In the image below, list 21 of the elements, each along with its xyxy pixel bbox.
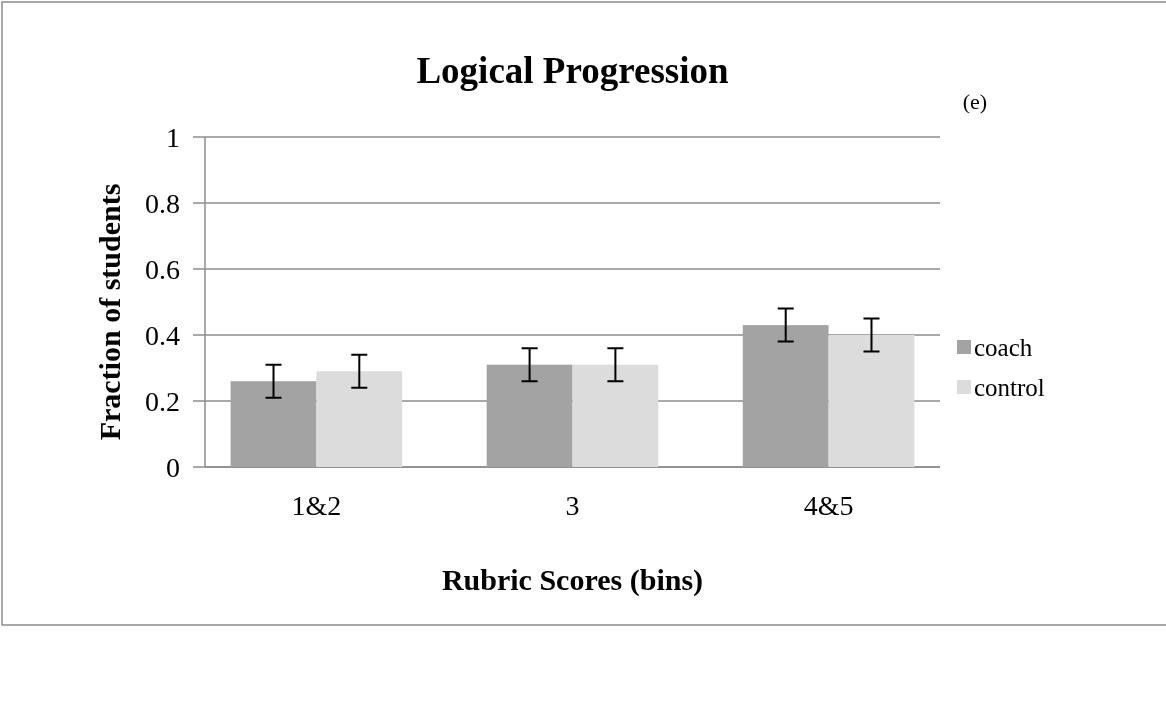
y-tick-label: 0.8 bbox=[145, 187, 180, 219]
legend-label: coach bbox=[974, 333, 1033, 361]
y-tick-label: 1 bbox=[166, 121, 180, 153]
y-axis-title: Fraction of students bbox=[93, 183, 126, 441]
legend-label: control bbox=[974, 373, 1045, 401]
x-tick-label: 1&2 bbox=[291, 490, 342, 521]
text: (e) bbox=[962, 89, 988, 114]
bar bbox=[486, 364, 573, 467]
x-tick-label: 4&5 bbox=[803, 490, 854, 521]
y-tick-label: 0 bbox=[166, 451, 180, 483]
x-axis-title: Rubric Scores (bins) bbox=[441, 563, 704, 597]
bar bbox=[572, 364, 659, 467]
bar bbox=[828, 335, 915, 467]
y-tick-label: 0.2 bbox=[145, 385, 180, 417]
bar bbox=[742, 325, 829, 467]
bar bbox=[230, 381, 317, 467]
y-tick-label: 0.4 bbox=[145, 319, 180, 351]
x-tick-label: 3 bbox=[565, 490, 580, 521]
chart-title: Logical Progression bbox=[416, 50, 729, 91]
y-tick-label: 0.6 bbox=[145, 253, 180, 285]
bar bbox=[316, 371, 403, 467]
